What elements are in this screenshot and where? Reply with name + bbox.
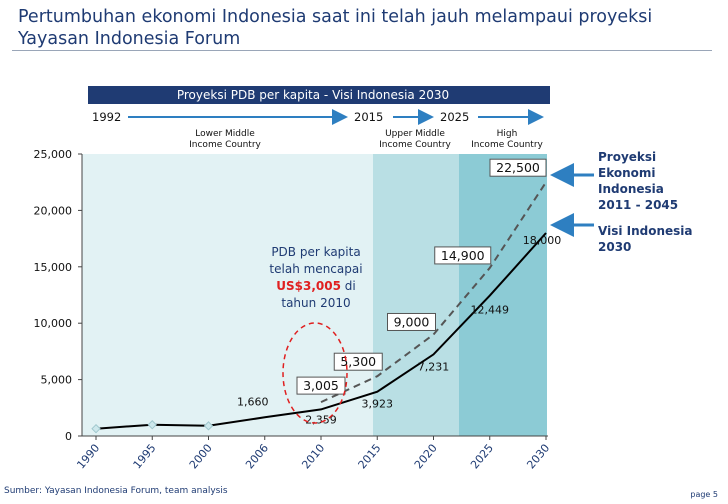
page-number: page 5 xyxy=(690,490,718,499)
y-tick-label: 20,000 xyxy=(34,204,73,217)
annotation-line3-rest: di xyxy=(341,279,356,293)
x-tick-label: 2020 xyxy=(412,442,440,472)
x-tick-label: 2000 xyxy=(187,442,215,472)
timeline-start: 1992 xyxy=(92,110,121,124)
data-label-box-projection xyxy=(489,158,547,177)
timeline-mid: 2015 xyxy=(354,110,383,124)
x-tick-label: 2025 xyxy=(468,442,496,472)
y-tick-label: 5,000 xyxy=(41,374,73,387)
data-label-box-projection xyxy=(434,246,492,265)
data-label-box-projection xyxy=(387,312,436,331)
data-label-vision: 12,449 xyxy=(471,304,510,317)
annotation-highlight: US$3,005 xyxy=(276,279,341,293)
legend-projection-l1: Proyeksi xyxy=(598,150,656,164)
annotation-line4: tahun 2010 xyxy=(281,296,350,310)
x-tick-label: 2015 xyxy=(356,442,384,472)
band-label-lower-l1: Lower Middle xyxy=(195,129,255,139)
legend-vision-l1: Visi Indonesia xyxy=(598,224,693,238)
data-label-projection: 9,000 xyxy=(394,314,430,329)
legend-projection-l4: 2011 - 2045 xyxy=(598,198,678,212)
x-tick-label: 2010 xyxy=(299,442,327,472)
data-label-projection: 14,900 xyxy=(441,248,485,263)
data-label-vision: 1,660 xyxy=(237,395,269,408)
band-label-upper-l2: Income Country xyxy=(379,140,451,150)
data-label-projection: 5,300 xyxy=(340,354,376,369)
y-tick-label: 10,000 xyxy=(34,317,73,330)
y-tick-label: 0 xyxy=(65,430,72,443)
source-note: Sumber: Yayasan Indonesia Forum, team an… xyxy=(4,486,228,496)
band-label-lower-l2: Income Country xyxy=(189,140,261,150)
chart-title: Proyeksi PDB per kapita - Visi Indonesia… xyxy=(177,88,449,102)
data-label-vision: 7,231 xyxy=(418,360,450,373)
data-label-vision: 3,923 xyxy=(362,398,394,411)
x-tick-label: 2030 xyxy=(524,442,552,472)
band-label-high-l2: Income Country xyxy=(471,140,543,150)
y-tick-label: 25,000 xyxy=(34,148,73,161)
x-tick-label: 1990 xyxy=(74,442,102,472)
legend-vision-l2: 2030 xyxy=(598,240,631,254)
x-tick-label: 2006 xyxy=(243,442,271,472)
series-line-vision xyxy=(95,232,547,430)
data-label-projection: 3,005 xyxy=(303,378,339,393)
band-label-upper-l1: Upper Middle xyxy=(385,129,445,139)
data-label-projection: 22,500 xyxy=(496,160,540,175)
title-divider xyxy=(12,50,712,51)
annotation-line1: PDB per kapita xyxy=(271,245,360,259)
series-line-projection xyxy=(320,181,547,404)
data-label-box-projection xyxy=(296,376,346,395)
band-high xyxy=(459,154,547,436)
chart-title-bar xyxy=(88,86,550,104)
annotation-line2: telah mencapai xyxy=(269,262,362,276)
data-label-vision: 18,000 xyxy=(523,234,562,247)
annotation-line3: US$3,005 di xyxy=(276,279,355,293)
timeline-end: 2025 xyxy=(440,110,469,124)
page-title: Pertumbuhan ekonomi Indonesia saat ini t… xyxy=(18,7,653,49)
legend-projection-l3: Indonesia xyxy=(598,182,664,196)
x-tick-label: 1995 xyxy=(131,442,159,472)
y-tick-label: 15,000 xyxy=(34,261,73,274)
band-label-high-l1: High xyxy=(497,129,518,139)
series-point-vision xyxy=(203,421,214,431)
series-point-vision xyxy=(91,423,101,434)
series-point-vision xyxy=(147,420,157,430)
band-upper-middle xyxy=(373,154,459,436)
legend-projection-l2: Ekonomi xyxy=(598,166,656,180)
highlight-2010-ellipse xyxy=(282,322,348,424)
